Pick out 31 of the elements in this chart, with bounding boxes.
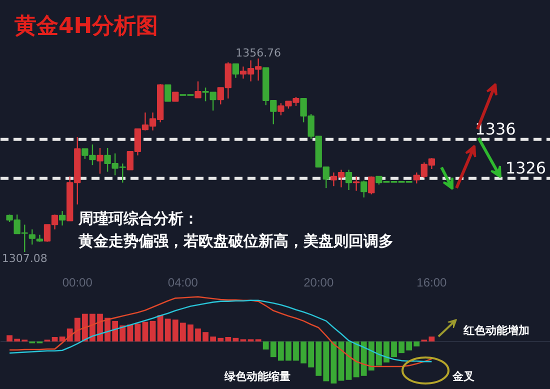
annotation: 黄金走势偏强，若欧盘破位新高，美盘则回调多 bbox=[78, 232, 394, 250]
ref-line-label: 1336 bbox=[475, 119, 516, 138]
bar bbox=[150, 320, 156, 342]
ref-line-label: 1326 bbox=[505, 158, 546, 178]
candlestick bbox=[96, 147, 104, 174]
bar bbox=[52, 337, 58, 342]
annotation: 绿色动能缩量 bbox=[224, 370, 290, 383]
candlestick bbox=[345, 169, 352, 191]
candlestick bbox=[58, 210, 66, 226]
annotation: 周瑾珂综合分析： bbox=[78, 210, 198, 228]
candlestick bbox=[360, 180, 368, 198]
candlestick bbox=[368, 176, 375, 195]
x-tick-label: 04:00 bbox=[168, 276, 198, 290]
bar bbox=[428, 336, 435, 342]
candlestick bbox=[194, 80, 202, 98]
annotation: 1356.76 bbox=[236, 46, 282, 60]
text: 红色动能增加 bbox=[462, 324, 530, 337]
chart-title: 黄金4H分析图 bbox=[14, 14, 158, 40]
candlestick bbox=[352, 176, 360, 192]
candlestick bbox=[164, 84, 172, 102]
bar bbox=[134, 324, 141, 342]
x-tick-label: 00:00 bbox=[62, 276, 93, 290]
annotation: 1307.08 bbox=[2, 252, 48, 266]
x-tick-label: 20:00 bbox=[304, 276, 334, 290]
bar bbox=[232, 338, 239, 342]
bar bbox=[330, 341, 337, 384]
x-tick-label: 16:00 bbox=[416, 276, 448, 290]
text: 金叉 bbox=[452, 370, 474, 383]
bar bbox=[142, 322, 148, 342]
bar bbox=[338, 341, 344, 381]
candlestick bbox=[232, 63, 240, 78]
